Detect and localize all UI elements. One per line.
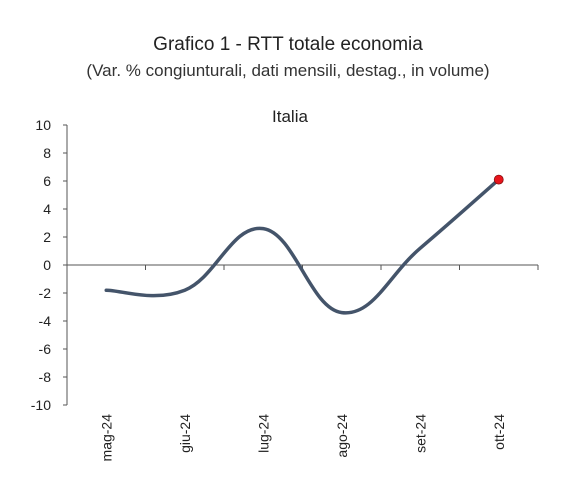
panel-label: Italia — [272, 107, 308, 126]
series-line — [104, 177, 501, 315]
series-layer — [104, 174, 504, 315]
y-tick-label: 10 — [35, 117, 51, 133]
x-tick-label: ott-24 — [491, 414, 507, 450]
y-tick-label: -10 — [31, 397, 51, 413]
x-tick-label: giu-24 — [177, 414, 193, 453]
last-point-marker — [493, 174, 504, 185]
x-tick-label: mag-24 — [98, 414, 114, 462]
x-tick-label: ago-24 — [334, 414, 350, 458]
y-tick-label: -2 — [39, 285, 52, 301]
y-tick-label: -4 — [39, 313, 52, 329]
data-point — [340, 311, 344, 315]
y-axis: 10 8 6 4 2 0 -2 -4 -6 -8 -10 — [31, 117, 68, 413]
chart-subtitle: (Var. % congiunturali, dati mensili, des… — [86, 61, 489, 80]
data-point — [104, 288, 108, 292]
x-tick-label: lug-24 — [255, 414, 271, 453]
data-point — [261, 227, 265, 231]
data-point — [418, 246, 422, 250]
y-tick-label: 0 — [43, 257, 51, 273]
chart-title: Grafico 1 - RTT totale economia — [153, 34, 423, 55]
y-tick-label: 8 — [43, 145, 51, 161]
x-axis: mag-24 giu-24 lug-24 ago-24 set-24 ott-24 — [66, 264, 539, 462]
y-tick-label: 2 — [43, 229, 51, 245]
y-tick-label: 4 — [43, 201, 51, 217]
data-point — [183, 288, 187, 292]
y-tick-label: -6 — [39, 341, 52, 357]
x-tick-label: set-24 — [412, 414, 428, 453]
y-tick-label: 6 — [43, 173, 51, 189]
y-tick-label: -8 — [39, 369, 52, 385]
